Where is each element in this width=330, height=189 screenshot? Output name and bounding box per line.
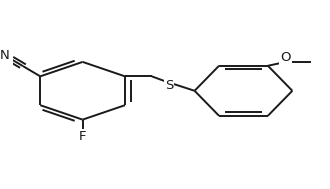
- Text: N: N: [0, 49, 10, 62]
- Text: O: O: [280, 51, 290, 64]
- Text: F: F: [79, 130, 86, 143]
- Text: S: S: [165, 79, 173, 92]
